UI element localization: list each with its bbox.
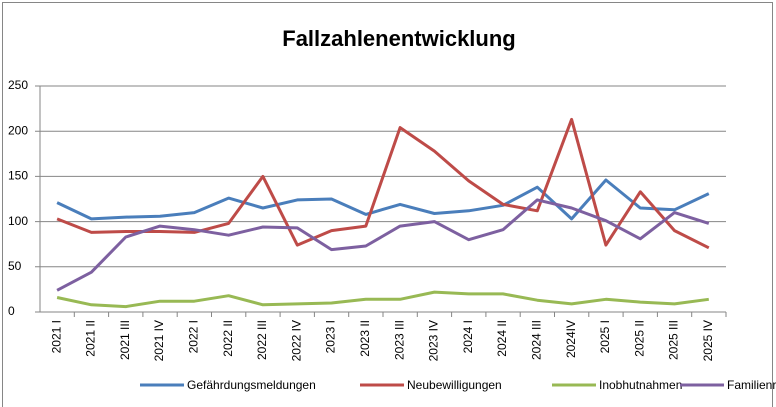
x-tick-label: 2024 I bbox=[461, 320, 475, 353]
x-tick-label: 2025 III bbox=[667, 320, 681, 360]
legend-label: Neubewilligungen bbox=[407, 378, 502, 392]
x-tick-label: 2021 I bbox=[49, 320, 63, 353]
y-tick-label: 100 bbox=[8, 214, 28, 228]
x-tick-label: 2021 IV bbox=[152, 320, 166, 361]
y-tick-label: 250 bbox=[8, 78, 28, 92]
x-tick-label: 2021 III bbox=[118, 320, 132, 360]
x-tick-label: 2025 I bbox=[598, 320, 612, 353]
series-line bbox=[56, 290, 709, 309]
x-tick-label: 2023 III bbox=[392, 320, 406, 360]
y-tick-label: 0 bbox=[8, 304, 15, 318]
x-tick-label: 2022 I bbox=[187, 320, 201, 353]
x-tick-label: 2023 II bbox=[358, 320, 372, 357]
x-tick-label: 2022 III bbox=[255, 320, 269, 360]
y-tick-label: 50 bbox=[8, 259, 22, 273]
chart-title: Fallzahlenentwicklung bbox=[282, 26, 515, 51]
y-tick-label: 200 bbox=[8, 123, 28, 137]
x-tick-label: 2025 II bbox=[632, 320, 646, 357]
y-tick-label: 150 bbox=[8, 169, 28, 183]
x-tick-label: 2021 II bbox=[84, 320, 98, 357]
x-tick-label: 2023 IV bbox=[427, 320, 441, 361]
series-line bbox=[56, 117, 710, 250]
series-line bbox=[56, 178, 710, 221]
x-tick-label: 2024 III bbox=[530, 320, 544, 360]
x-tick-label: 2022 IV bbox=[289, 320, 303, 361]
legend-label: Inobhutnahmen bbox=[599, 378, 682, 392]
legend-label: Gefährdungsmeldungen bbox=[187, 378, 316, 392]
x-tick-label: 2023 I bbox=[324, 320, 338, 353]
x-tick-label: 2024 II bbox=[495, 320, 509, 357]
x-tick-label: 2022 II bbox=[221, 320, 235, 357]
legend-label: Familienrat bbox=[727, 378, 776, 392]
series-line bbox=[56, 198, 710, 292]
x-tick-label: 2024IV bbox=[564, 320, 578, 358]
x-tick-label: 2025 IV bbox=[701, 320, 715, 361]
